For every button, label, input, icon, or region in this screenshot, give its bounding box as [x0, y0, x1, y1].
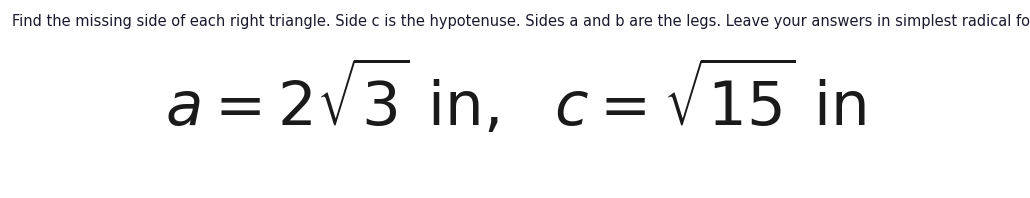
Text: Find the missing side of each right triangle. Side c is the hypotenuse. Sides a : Find the missing side of each right tria… — [12, 14, 1030, 29]
Text: $a = 2\sqrt{3}\ \mathrm{in},\ \ c = \sqrt{15}\ \mathrm{in}$: $a = 2\sqrt{3}\ \mathrm{in},\ \ c = \sqr… — [165, 59, 865, 139]
